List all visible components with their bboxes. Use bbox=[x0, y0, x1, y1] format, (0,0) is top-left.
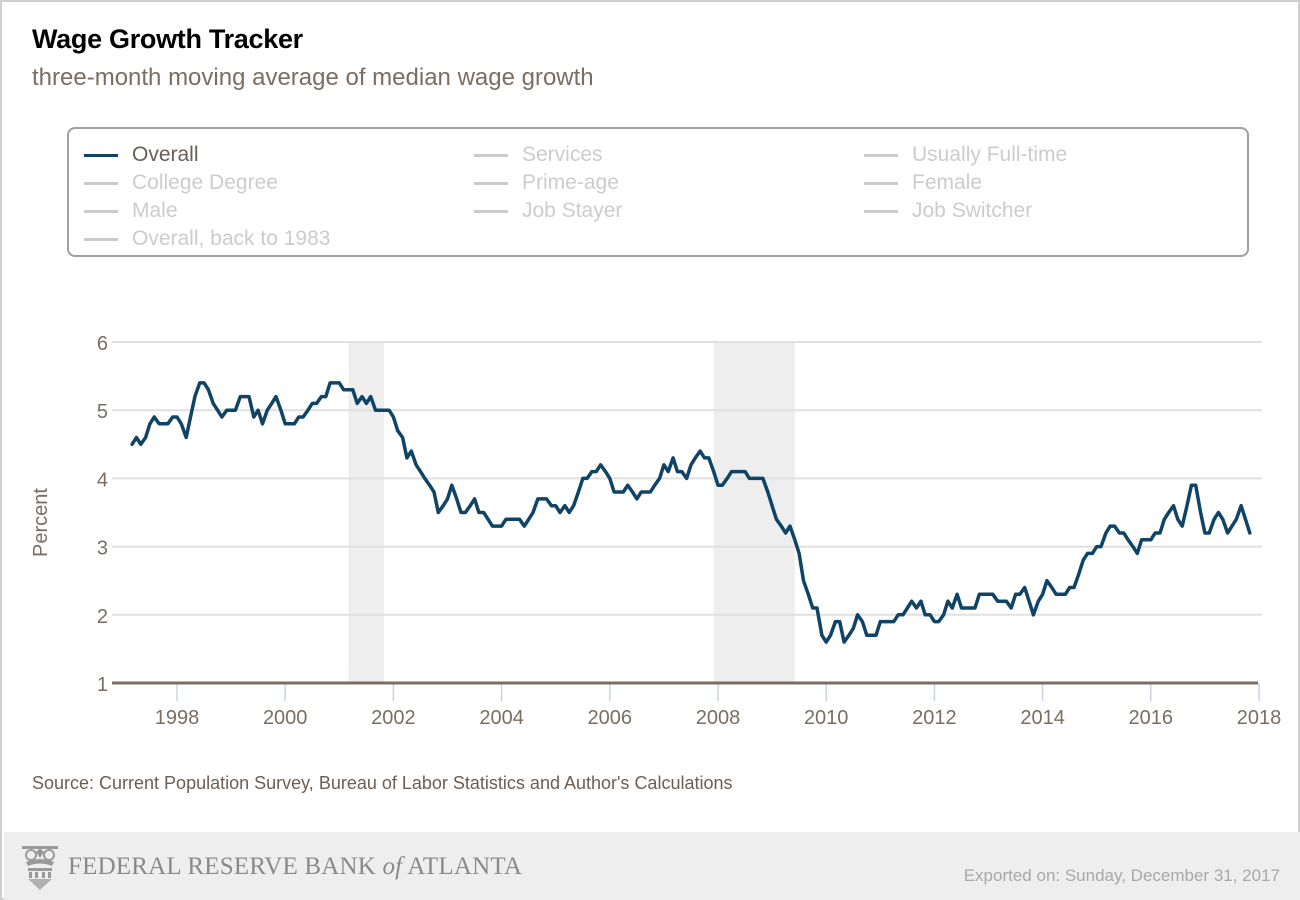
legend-item-female[interactable]: Female bbox=[864, 171, 982, 195]
legend-swatch-icon bbox=[474, 153, 508, 157]
x-tick-label: 2012 bbox=[912, 707, 957, 729]
legend-swatch-icon bbox=[864, 181, 898, 185]
series-line-overall bbox=[130, 381, 1252, 644]
footer-bar: FEDERAL RESERVE BANK of ATLANTA Exported… bbox=[4, 832, 1300, 900]
legend-item-prime-age[interactable]: Prime-age bbox=[474, 171, 619, 195]
legend-swatch-icon bbox=[84, 181, 118, 185]
legend-item-overall-back-to-1983[interactable]: Overall, back to 1983 bbox=[84, 227, 330, 251]
legend-swatch-icon bbox=[84, 209, 118, 213]
legend-label: Male bbox=[132, 199, 178, 222]
frb-atlanta-logo: FEDERAL RESERVE BANK of ATLANTA bbox=[20, 844, 522, 890]
y-tick-label: 2 bbox=[97, 606, 108, 628]
x-tick-label: 2016 bbox=[1129, 707, 1174, 729]
legend-item-college-degree[interactable]: College Degree bbox=[84, 171, 278, 195]
y-tick-label: 4 bbox=[97, 469, 108, 491]
legend-swatch-icon bbox=[84, 153, 118, 157]
legend-swatch-icon bbox=[84, 237, 118, 241]
x-tick-label: 2008 bbox=[696, 707, 741, 729]
exported-date: Exported on: Sunday, December 31, 2017 bbox=[963, 866, 1280, 885]
legend-item-overall[interactable]: Overall bbox=[84, 143, 199, 167]
legend-label: Overall bbox=[132, 143, 199, 166]
legend-swatch-icon bbox=[474, 209, 508, 213]
x-tick-label: 2010 bbox=[804, 707, 849, 729]
x-tick-label: 2002 bbox=[371, 707, 416, 729]
legend-label: Job Switcher bbox=[912, 199, 1033, 222]
legend-item-services[interactable]: Services bbox=[474, 143, 603, 167]
y-tick-label: 3 bbox=[97, 538, 108, 560]
legend-item-male[interactable]: Male bbox=[84, 199, 178, 223]
y-tick-label: 6 bbox=[97, 333, 108, 355]
chart-title: Wage Growth Tracker bbox=[32, 24, 303, 54]
x-tick-label: 2006 bbox=[588, 707, 633, 729]
line-chart: 1 2 3 4 5 6 Percent 1998 2000 2002 2004 2006 2008 201… bbox=[30, 333, 1282, 729]
x-tick-label: 2018 bbox=[1237, 707, 1282, 729]
y-axis-label: Percent bbox=[30, 488, 52, 557]
y-tick-label: 1 bbox=[97, 674, 108, 696]
legend-swatch-icon bbox=[474, 181, 508, 185]
legend-item-usually-full-time[interactable]: Usually Full-time bbox=[864, 143, 1067, 167]
x-tick-label: 2014 bbox=[1020, 707, 1065, 729]
x-tick-label: 1998 bbox=[155, 707, 200, 729]
column-capital-icon bbox=[22, 846, 58, 890]
legend-label: Usually Full-time bbox=[912, 143, 1068, 166]
legend-label: College Degree bbox=[132, 171, 278, 194]
recession-band bbox=[713, 342, 795, 683]
legend-swatch-icon bbox=[864, 153, 898, 157]
legend-label: Services bbox=[522, 143, 603, 166]
x-tick-label: 2000 bbox=[263, 707, 308, 729]
legend-item-job-stayer[interactable]: Job Stayer bbox=[474, 199, 622, 223]
legend-swatch-icon bbox=[864, 209, 898, 213]
logo-text: FEDERAL RESERVE BANK of ATLANTA bbox=[68, 853, 523, 880]
legend-item-job-switcher[interactable]: Job Switcher bbox=[864, 199, 1032, 223]
y-tick-label: 5 bbox=[97, 401, 108, 423]
legend-label: Job Stayer bbox=[522, 199, 623, 222]
legend-label: Female bbox=[912, 171, 983, 194]
legend: Overall Services Usually Full-time College … bbox=[67, 127, 1249, 257]
legend-label: Prime-age bbox=[522, 171, 619, 194]
x-tick-label: 2004 bbox=[479, 707, 524, 729]
legend-label: Overall, back to 1983 bbox=[132, 227, 331, 250]
chart-subtitle: three-month moving average of median wag… bbox=[32, 64, 594, 91]
source-note: Source: Current Population Survey, Burea… bbox=[32, 773, 733, 793]
